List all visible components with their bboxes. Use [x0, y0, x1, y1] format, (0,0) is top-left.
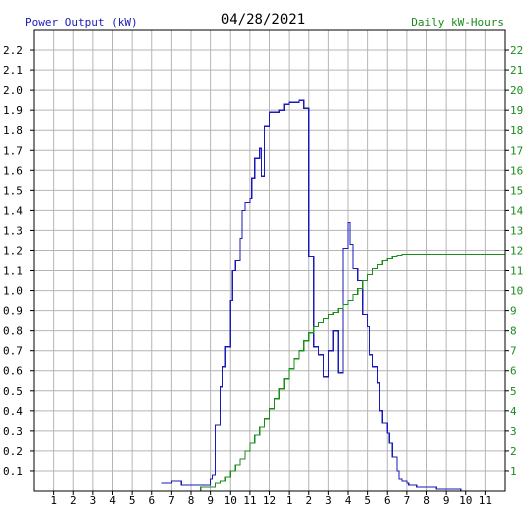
left-tick-label: 0.5 — [3, 385, 23, 398]
right-tick-label: 11 — [510, 265, 523, 278]
right-tick-label: 15 — [510, 184, 523, 197]
x-tick-label: 8 — [423, 494, 430, 507]
right-axis-title: Daily kW-Hours — [411, 16, 504, 29]
right-tick-label: 14 — [510, 204, 524, 217]
x-tick-label: 5 — [129, 494, 136, 507]
x-tick-label: 10 — [224, 494, 237, 507]
left-tick-label: 1.8 — [3, 124, 23, 137]
x-tick-label: 4 — [345, 494, 352, 507]
right-tick-label: 13 — [510, 224, 523, 237]
right-tick-label: 21 — [510, 64, 523, 77]
x-tick-label: 5 — [364, 494, 371, 507]
left-tick-label: 0.6 — [3, 365, 23, 378]
x-tick-label: 12 — [263, 494, 276, 507]
x-tick-label: 9 — [207, 494, 214, 507]
x-tick-label: 10 — [459, 494, 472, 507]
right-tick-label: 17 — [510, 144, 523, 157]
right-tick-label: 19 — [510, 104, 523, 117]
chart-title-date: 04/28/2021 — [221, 12, 305, 28]
x-tick-label: 9 — [443, 494, 450, 507]
x-tick-label: 7 — [404, 494, 411, 507]
right-tick-label: 1 — [510, 465, 517, 478]
daily-kwh-line — [34, 253, 505, 492]
x-tick-label: 3 — [325, 494, 332, 507]
left-tick-label: 1.3 — [3, 224, 23, 237]
x-axis-ticks: 1 2 3 4 5 6 7 8 9 10 11 12 1 2 3 4 5 6 7 8 9 10 11 — [50, 491, 492, 507]
right-tick-label: 16 — [510, 164, 523, 177]
left-tick-label: 1.9 — [3, 104, 23, 117]
left-tick-label: 1.4 — [3, 204, 23, 217]
x-tick-label: 8 — [188, 494, 195, 507]
left-tick-label: 0.8 — [3, 325, 23, 338]
left-axis-title: Power Output (kW) — [25, 16, 138, 29]
x-tick-label: 7 — [168, 494, 175, 507]
left-tick-label: 0.4 — [3, 405, 23, 418]
left-tick-label: 2.0 — [3, 84, 23, 97]
right-tick-label: 20 — [510, 84, 523, 97]
right-tick-label: 12 — [510, 244, 523, 257]
x-tick-label: 4 — [109, 494, 116, 507]
x-tick-label: 11 — [243, 494, 256, 507]
chart-grid — [34, 30, 505, 491]
left-tick-label: 1.6 — [3, 164, 23, 177]
x-tick-label: 1 — [50, 494, 57, 507]
right-tick-label: 5 — [510, 385, 517, 398]
left-tick-label: 2.1 — [3, 64, 23, 77]
right-tick-label: 8 — [510, 325, 517, 338]
left-tick-label: 1.1 — [3, 265, 23, 278]
right-tick-label: 6 — [510, 365, 517, 378]
right-tick-label: 2 — [510, 445, 517, 458]
chart-series — [34, 99, 505, 492]
right-tick-label: 4 — [510, 405, 517, 418]
right-tick-label: 10 — [510, 285, 523, 298]
left-tick-label: 0.2 — [3, 445, 23, 458]
plot-frame — [33, 29, 506, 492]
right-tick-label: 22 — [510, 44, 523, 57]
right-tick-label: 7 — [510, 345, 517, 358]
x-tick-label: 6 — [148, 494, 155, 507]
x-tick-label: 11 — [479, 494, 492, 507]
left-tick-label: 0.7 — [3, 345, 23, 358]
left-tick-label: 0.1 — [3, 465, 23, 478]
right-tick-label: 9 — [510, 305, 517, 318]
right-tick-label: 18 — [510, 124, 523, 137]
x-tick-label: 2 — [70, 494, 77, 507]
left-tick-label: 0.9 — [3, 305, 23, 318]
power-output-line — [161, 99, 462, 491]
left-tick-label: 1.2 — [3, 244, 23, 257]
x-tick-label: 1 — [286, 494, 293, 507]
left-tick-label: 1.5 — [3, 184, 23, 197]
left-tick-label: 1.0 — [3, 285, 23, 298]
left-axis-ticks: 0.1 0.2 0.3 0.4 0.5 0.6 0.7 0.8 0.9 1.0 1.1 1.2 1.3 1… — [3, 44, 34, 478]
x-tick-label: 6 — [384, 494, 391, 507]
x-tick-label: 3 — [90, 494, 97, 507]
left-tick-label: 0.3 — [3, 425, 23, 438]
right-tick-label: 3 — [510, 425, 517, 438]
left-tick-label: 2.2 — [3, 44, 23, 57]
left-tick-label: 1.7 — [3, 144, 23, 157]
x-tick-label: 2 — [305, 494, 312, 507]
